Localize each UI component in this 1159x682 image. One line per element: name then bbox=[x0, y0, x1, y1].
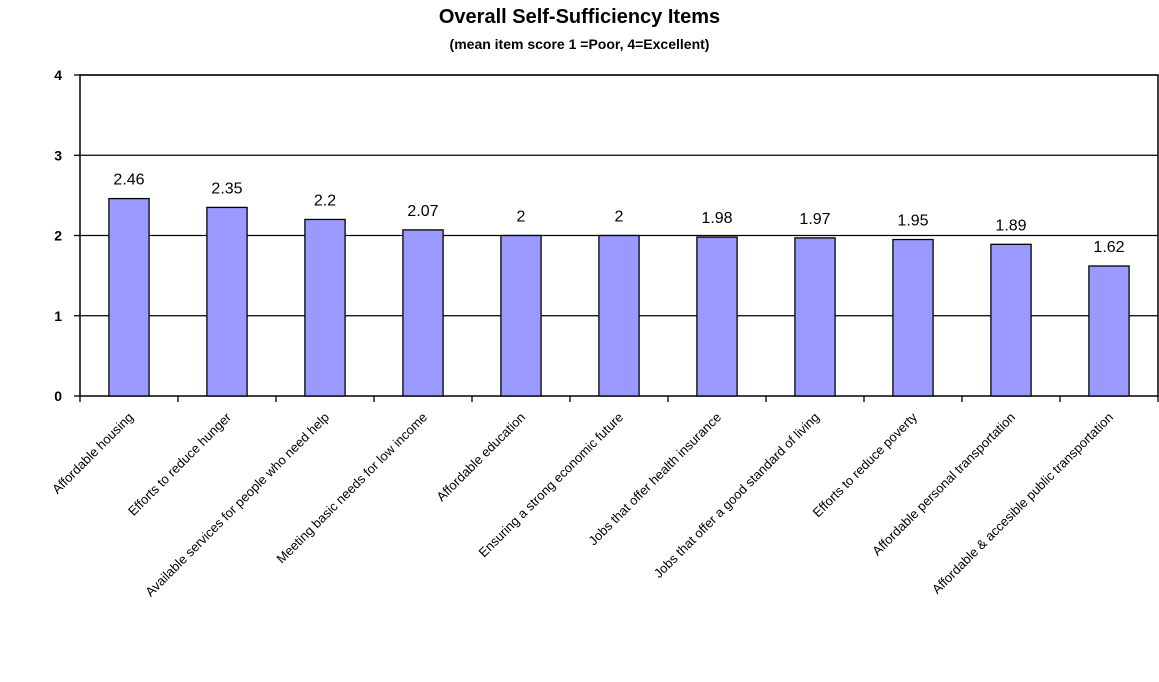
bar bbox=[1088, 265, 1130, 397]
data-label: 2 bbox=[517, 209, 526, 226]
x-tick-label: Efforts to reduce hunger bbox=[125, 409, 235, 519]
bar bbox=[696, 236, 738, 397]
y-tick-label: 0 bbox=[54, 388, 62, 404]
y-tick-label: 4 bbox=[54, 67, 62, 83]
chart-subtitle: (mean item score 1 =Poor, 4=Excellent) bbox=[449, 36, 710, 52]
x-tick-label: Jobs that offer a good standard of livin… bbox=[651, 410, 822, 581]
x-tick-label: Affordable housing bbox=[49, 410, 136, 497]
chart-title: Overall Self-Sufficiency Items bbox=[438, 6, 721, 28]
bar bbox=[500, 234, 542, 397]
bar bbox=[598, 234, 640, 397]
data-label: 2.07 bbox=[407, 203, 438, 220]
x-tick-label: Available services for people who need h… bbox=[142, 410, 332, 600]
bar bbox=[206, 206, 248, 397]
data-label: 1.89 bbox=[995, 217, 1026, 234]
x-tick-label: Efforts to reduce poverty bbox=[810, 409, 921, 520]
data-label: 2 bbox=[615, 209, 624, 226]
bar bbox=[304, 218, 346, 397]
data-label: 1.62 bbox=[1093, 239, 1124, 256]
data-label: 1.97 bbox=[799, 211, 830, 228]
y-tick-label: 3 bbox=[54, 147, 62, 163]
x-tick-label: Affordable education bbox=[433, 410, 528, 505]
data-label: 2.2 bbox=[314, 192, 336, 209]
data-label: 2.35 bbox=[211, 180, 242, 197]
bar bbox=[990, 243, 1032, 397]
bar bbox=[108, 197, 150, 397]
data-label: 2.46 bbox=[113, 172, 144, 189]
bar bbox=[402, 229, 444, 397]
data-label: 1.98 bbox=[701, 210, 732, 227]
bar bbox=[794, 237, 836, 397]
x-tick-label: Affordable & accesible public transporta… bbox=[929, 410, 1116, 597]
y-tick-label: 1 bbox=[54, 308, 62, 324]
bar bbox=[892, 238, 934, 397]
data-label: 1.95 bbox=[897, 213, 928, 230]
y-tick-label: 2 bbox=[54, 228, 62, 244]
